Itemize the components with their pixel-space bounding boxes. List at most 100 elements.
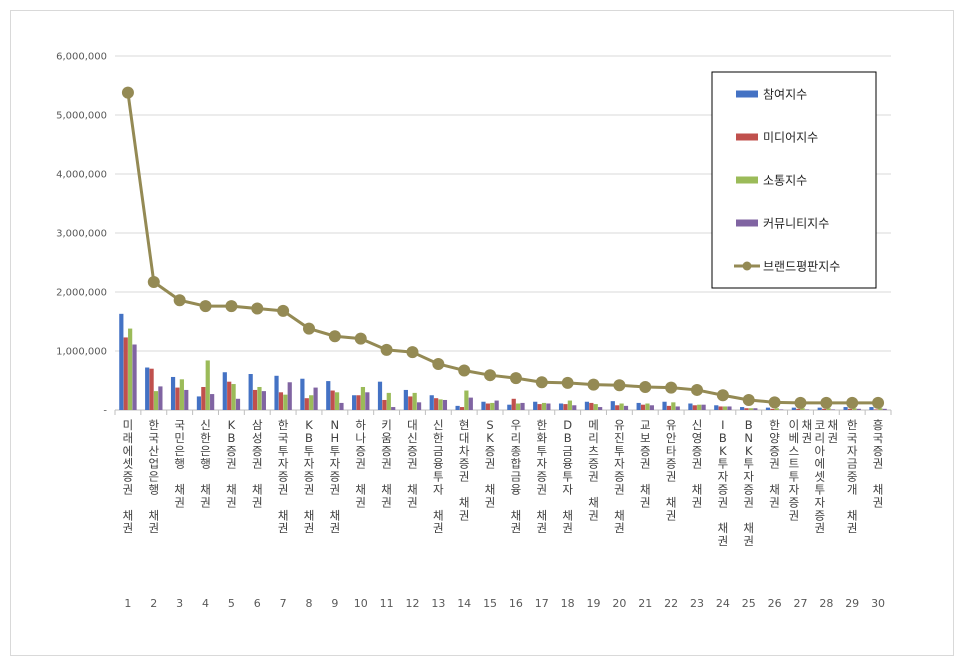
legend-label: 미디어지수 (763, 131, 818, 145)
brand-index-point-18 (561, 376, 574, 389)
bar-2-17 (537, 404, 542, 410)
legend-label: 소통지수 (763, 174, 807, 188)
brand-index-point-14 (458, 364, 471, 377)
bar-2-10 (356, 395, 361, 410)
brand-index-point-24 (716, 389, 729, 402)
rank-label: 15 (483, 597, 497, 610)
rank-label: 18 (561, 597, 575, 610)
bar-3-22 (671, 402, 676, 410)
chart-frame: - 1,000,000 2,000,000 3,000,000 4,000,000 5,0… (10, 10, 954, 656)
bar-1-11 (377, 381, 383, 410)
bar-3-23 (697, 404, 702, 410)
bar-1-28 (817, 407, 822, 410)
bar-3-14 (464, 390, 469, 410)
bar-1-18 (558, 403, 564, 410)
bar-3-17 (541, 402, 547, 410)
bar-2-11 (382, 399, 387, 410)
bar-4-30 (882, 408, 887, 410)
bar-4-23 (701, 404, 706, 410)
rank-label: 24 (716, 597, 730, 610)
bar-3-13 (438, 399, 443, 410)
bar-4-19 (598, 407, 603, 410)
bar-3-8 (309, 395, 314, 410)
legend-swatch (736, 133, 758, 141)
legend-swatch (736, 90, 758, 98)
rank-label: 1 (124, 597, 131, 610)
y-tick-label: 1,000,000 (56, 347, 107, 358)
rank-label: 19 (587, 597, 601, 610)
bar-4-27 (804, 409, 810, 410)
rank-label: 6 (254, 597, 261, 610)
bar-4-20 (623, 405, 629, 410)
bar-1-14 (455, 405, 460, 410)
bar-1-17 (533, 401, 538, 410)
bar-2-1 (123, 337, 128, 410)
y-tick-label: 2,000,000 (56, 288, 107, 299)
brand-index-point-10 (354, 332, 367, 345)
bar-2-16 (511, 398, 516, 410)
bar-1-7 (274, 375, 279, 410)
legend-swatch (736, 219, 758, 227)
rank-label: 12 (405, 597, 419, 610)
brand-index-point-4 (199, 300, 212, 313)
bar-4-8 (313, 387, 318, 410)
y-tick-label: 5,000,000 (56, 111, 107, 122)
bar-1-29 (843, 407, 848, 410)
bar-2-9 (330, 390, 335, 410)
bar-2-23 (692, 405, 697, 410)
bar-3-7 (283, 394, 288, 410)
rank-label: 3 (176, 597, 183, 610)
y-axis: - 1,000,000 2,000,000 3,000,000 4,000,000 5,0… (56, 52, 107, 417)
bar-1-9 (326, 381, 331, 410)
gridlines (115, 55, 891, 411)
rank-label: 5 (228, 597, 235, 610)
bar-2-26 (770, 408, 775, 410)
bar-4-18 (572, 405, 577, 410)
bar-3-3 (179, 379, 184, 410)
bar-2-12 (408, 396, 413, 410)
bar-2-7 (278, 392, 284, 410)
rank-label: 2 (150, 597, 157, 610)
rank-label: 11 (380, 597, 394, 610)
bar-2-28 (822, 408, 827, 410)
legend-label: 브랜드평판지수 (763, 260, 840, 274)
bar-1-23 (688, 403, 693, 410)
bar-2-21 (640, 404, 646, 410)
brand-index-point-23 (691, 383, 703, 396)
brand-index-point-30 (872, 396, 885, 409)
bar-3-29 (852, 408, 857, 410)
rank-label: 16 (509, 597, 523, 610)
rank-label: 23 (690, 597, 704, 610)
bar-4-17 (546, 403, 551, 410)
bar-4-28 (830, 409, 836, 410)
brand-index-point-6 (251, 302, 264, 315)
bar-4-12 (416, 402, 422, 410)
brand-index-point-15 (484, 369, 497, 382)
bar-3-9 (334, 392, 340, 410)
bar-3-12 (412, 392, 417, 410)
brand-index-point-20 (613, 379, 626, 392)
brand-index-point-8 (303, 322, 315, 335)
bar-1-15 (481, 401, 486, 410)
bar-3-30 (878, 408, 883, 410)
bar-2-30 (873, 409, 878, 410)
bar-4-21 (649, 405, 654, 410)
rank-label: 28 (819, 597, 833, 610)
bar-1-25 (740, 407, 745, 410)
bar-4-24 (727, 406, 732, 410)
rank-label: 14 (457, 597, 471, 610)
brand-index-point-5 (225, 300, 238, 313)
bar-3-16 (516, 403, 521, 410)
bar-1-2 (145, 367, 150, 410)
bar-2-13 (434, 398, 439, 410)
